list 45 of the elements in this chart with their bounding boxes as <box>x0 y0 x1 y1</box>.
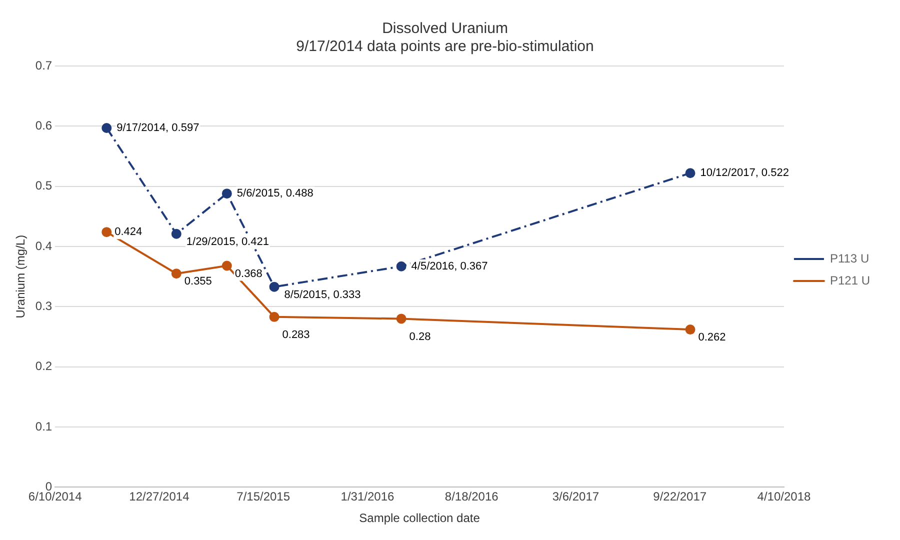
y-tick-label: 0.5 <box>35 178 52 193</box>
x-tick-label: 3/6/2017 <box>552 490 600 504</box>
data-label: 1/29/2015, 0.421 <box>186 236 269 248</box>
x-tick-label: 9/22/2017 <box>653 490 707 504</box>
data-label: 0.355 <box>184 276 212 288</box>
y-axis-title: Uranium (mg/L) <box>14 234 28 318</box>
y-tick-label: 0.3 <box>35 299 52 313</box>
x-axis-title: Sample collection date <box>359 511 480 526</box>
data-label: 4/5/2016, 0.367 <box>411 260 488 272</box>
data-label: 0.368 <box>234 268 262 280</box>
data-label: 0.262 <box>698 332 726 344</box>
point <box>396 261 406 272</box>
point <box>222 260 232 271</box>
x-tick-label: 1/31/2016 <box>340 490 394 504</box>
point <box>396 314 406 324</box>
x-tick-label: 7/15/2015 <box>236 490 290 504</box>
point <box>102 122 112 133</box>
point <box>222 188 232 199</box>
y-tick-label: 0.4 <box>35 238 52 253</box>
legend-label: P113 U <box>830 251 870 266</box>
point <box>171 268 182 279</box>
point <box>171 228 182 239</box>
point <box>102 227 112 238</box>
point <box>269 282 280 292</box>
data-label: 8/5/2015, 0.333 <box>284 288 361 301</box>
y-tick-label: 0.7 <box>35 58 52 72</box>
chart-title: Dissolved Uranium <box>382 20 508 38</box>
data-label: 0.28 <box>409 330 431 343</box>
data-label: 5/6/2015, 0.488 <box>236 188 314 200</box>
point <box>269 312 280 322</box>
data-label: 0.283 <box>282 328 310 341</box>
data-label: 0.424 <box>114 226 142 238</box>
y-tick-label: 0.1 <box>35 419 52 434</box>
y-tick-label: 0.2 <box>35 359 52 374</box>
legend-label: P121 U <box>830 273 870 288</box>
data-label: 9/17/2014, 0.597 <box>116 122 200 134</box>
data-label: 10/12/2017, 0.522 <box>700 167 789 180</box>
y-tick-label: 0.6 <box>35 118 52 132</box>
x-tick-label: 4/10/2018 <box>757 490 811 504</box>
x-tick-label: 12/27/2014 <box>129 490 190 504</box>
chart-subtitle: 9/17/2014 data points are pre-bio-stimulation <box>296 38 594 56</box>
x-tick-label: 6/10/2014 <box>28 490 82 504</box>
point <box>685 324 696 335</box>
point <box>685 168 696 178</box>
x-tick-label: 8/18/2016 <box>444 490 499 504</box>
